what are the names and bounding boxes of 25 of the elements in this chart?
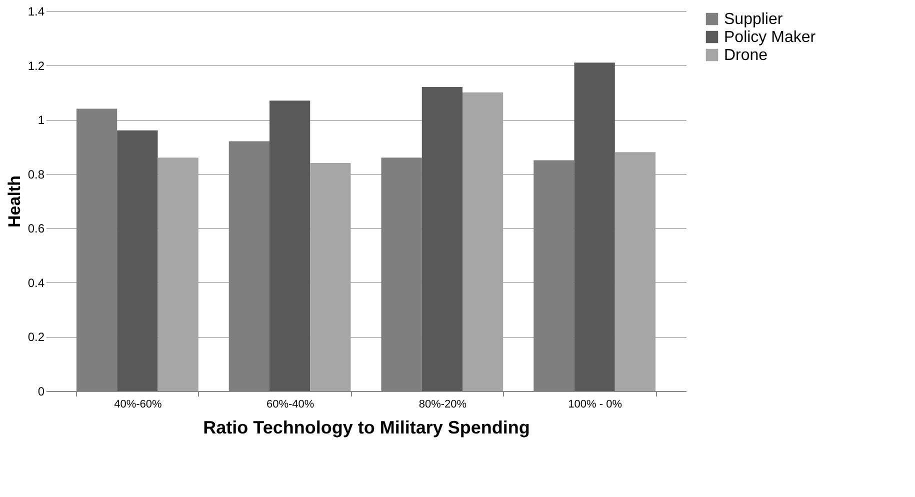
y-tick-label: 0.8	[28, 167, 45, 182]
y-tick-label: 0	[38, 384, 45, 398]
bar	[158, 158, 198, 391]
x-tick-label: 60%-40%	[266, 398, 314, 410]
x-tick-label: 40%-60%	[114, 398, 162, 410]
bar	[574, 62, 615, 391]
y-axis-title: Health	[4, 176, 24, 228]
bar	[310, 163, 351, 391]
legend-label: Policy Maker	[724, 29, 816, 46]
bar	[422, 87, 463, 391]
bar	[269, 100, 310, 391]
legend-label: Drone	[724, 47, 768, 64]
y-tick-label: 1.2	[28, 58, 45, 73]
y-tick-label: 1.4	[28, 4, 45, 18]
y-tick-label: 0.6	[28, 222, 45, 236]
y-tick-label: 0.4	[28, 276, 45, 290]
legend-label: Supplier	[724, 11, 784, 28]
bar	[614, 152, 656, 391]
y-tick-label: 1	[38, 113, 45, 128]
x-tick-label: 100% - 0%	[568, 398, 622, 410]
y-tick-label: 0.2	[28, 330, 45, 344]
bar	[462, 92, 504, 391]
x-axis-title: Ratio Technology to Military Spending	[203, 418, 530, 438]
x-tick-label: 80%-20%	[418, 398, 467, 410]
bar	[117, 130, 158, 391]
